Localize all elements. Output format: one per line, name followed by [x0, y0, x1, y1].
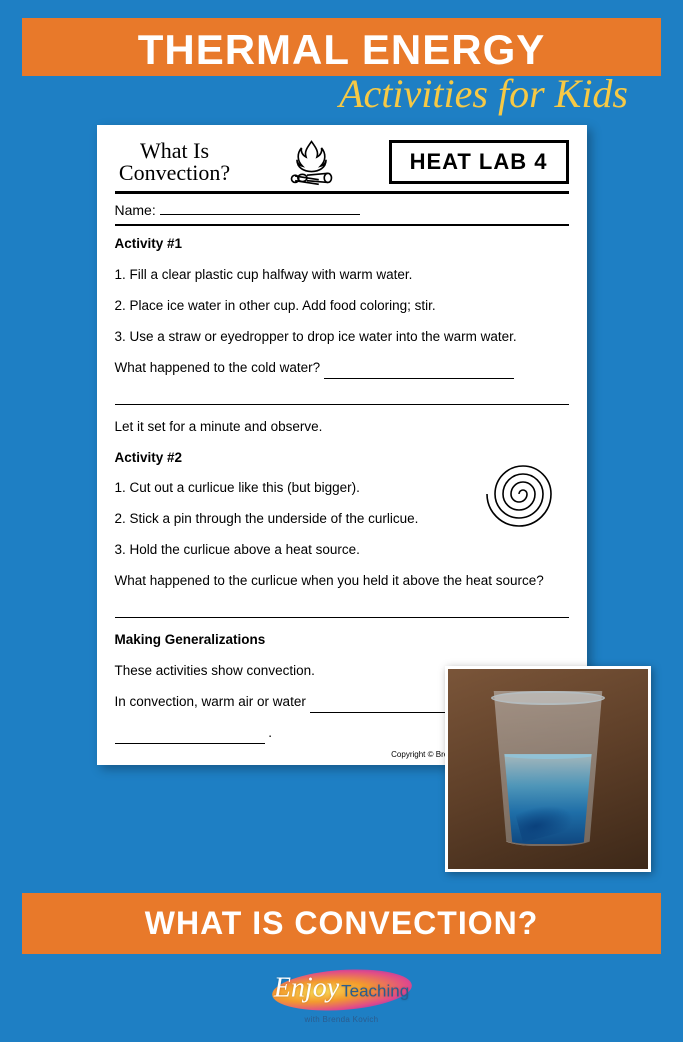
lab-number-box: HEAT LAB 4	[389, 140, 569, 184]
activity1-step2: 2. Place ice water in other cup. Add foo…	[115, 296, 569, 317]
activity2-heading: Activity #2	[115, 450, 183, 465]
answer-blank-full	[115, 389, 569, 405]
experiment-photo	[445, 666, 651, 872]
logo-text: EnjoyTeaching	[274, 972, 409, 1004]
fire-log-icon	[284, 137, 339, 187]
answer-blank	[324, 378, 514, 379]
brand-logo: EnjoyTeaching with Brenda Kovich	[272, 970, 412, 1024]
name-field-row: Name:	[115, 202, 569, 218]
answer-blank-full-2	[115, 602, 569, 618]
top-banner: THERMAL ENERGY	[22, 18, 661, 76]
activity2-step3: 3. Hold the curlicue above a heat source…	[115, 540, 569, 561]
blue-dye-swirl	[515, 799, 576, 843]
answer-blank-4	[115, 743, 265, 744]
subtitle-row: Activities for Kids	[0, 70, 683, 117]
worksheet-header: What Is Convection? HEAT LAB 4	[115, 137, 569, 194]
logo-mark: EnjoyTeaching	[272, 970, 412, 1010]
activity1-step1: 1. Fill a clear plastic cup halfway with…	[115, 265, 569, 286]
main-title: THERMAL ENERGY	[22, 26, 661, 74]
logo-byline: with Brenda Kovich	[272, 1015, 412, 1024]
subtitle-text: Activities for Kids	[339, 71, 628, 116]
activity1-heading: Activity #1	[115, 236, 183, 251]
subtitle-line2: Convection?	[119, 160, 230, 185]
activity1-question: What happened to the cold water?	[115, 360, 321, 375]
bottom-banner: WHAT IS CONVECTION?	[22, 893, 661, 954]
generalizations-line2: In convection, warm air or water	[115, 694, 306, 709]
generalizations-heading: Making Generalizations	[115, 632, 266, 647]
activity1-note: Let it set for a minute and observe.	[115, 417, 569, 438]
cup-rim	[491, 691, 605, 705]
activity2-question: What happened to the curlicue when you h…	[115, 571, 569, 592]
logo-word-enjoy: Enjoy	[274, 972, 339, 1003]
cup-water	[498, 754, 597, 844]
worksheet-subtitle: What Is Convection?	[115, 140, 235, 184]
logo-word-teaching: Teaching	[341, 981, 409, 1000]
spiral-curlicue-icon	[479, 454, 559, 534]
activity1-question-row: What happened to the cold water?	[115, 358, 569, 379]
activity1-step3: 3. Use a straw or eyedropper to drop ice…	[115, 327, 569, 348]
name-blank-line	[160, 214, 360, 215]
name-label: Name:	[115, 202, 156, 218]
bottom-title: WHAT IS CONVECTION?	[22, 905, 661, 942]
photo-cup	[489, 691, 607, 846]
